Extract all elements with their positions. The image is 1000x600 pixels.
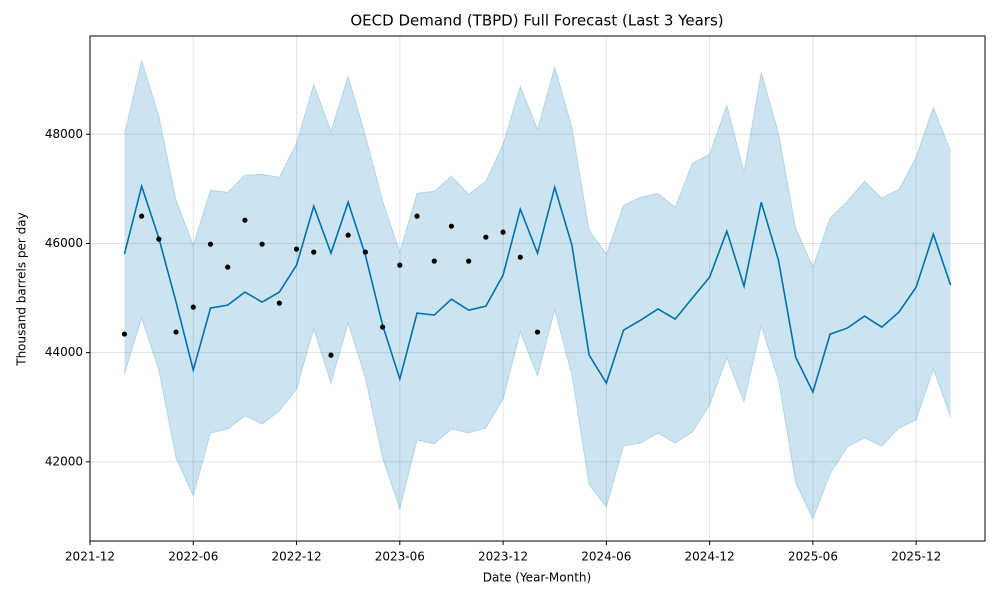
x-tick-label: 2022-12 <box>271 550 321 564</box>
interval-lower <box>123 308 952 521</box>
forecast-line <box>123 183 952 395</box>
actual-point <box>225 264 231 270</box>
actual-point <box>397 262 403 268</box>
y-axis-label: Thousand barrels per day <box>15 212 29 367</box>
actual-point <box>311 249 317 255</box>
actual-point <box>207 241 214 247</box>
actual-point <box>242 217 248 223</box>
x-tick-label: 2025-12 <box>891 550 941 564</box>
actual-point <box>293 246 300 252</box>
y-tick-label: 42000 <box>45 454 83 468</box>
actual-point <box>121 331 128 337</box>
actual-point <box>156 236 162 242</box>
x-tick-label: 2021-12 <box>65 550 115 564</box>
actual-point <box>483 234 489 240</box>
actual-point <box>379 324 386 330</box>
x-tick-label: 2022-06 <box>168 550 218 564</box>
actual-point <box>448 223 455 229</box>
actual-point <box>362 249 368 255</box>
x-tick-label: 2025-06 <box>788 550 838 564</box>
plot-frame <box>89 35 986 542</box>
interval-upper <box>123 58 952 269</box>
actual-point <box>517 254 523 260</box>
x-axis-label: Date (Year-Month) <box>483 571 591 585</box>
actual-point <box>139 213 145 219</box>
chart-title: OECD Demand (TBPD) Full Forecast (Last 3… <box>350 12 723 30</box>
actual-point <box>534 329 541 335</box>
x-tick-label: 2023-06 <box>375 550 425 564</box>
x-tick-label: 2024-12 <box>685 550 735 564</box>
actual-point <box>431 258 437 264</box>
actual-point <box>500 229 506 235</box>
actual-point <box>466 258 472 264</box>
y-tick-label: 44000 <box>45 345 83 359</box>
actual-point <box>173 329 179 335</box>
actual-point <box>328 352 334 358</box>
actual-point <box>414 213 420 219</box>
actual-point <box>276 300 282 306</box>
y-tick-label: 48000 <box>45 127 83 141</box>
actual-point <box>190 304 196 310</box>
x-tick-label: 2023-12 <box>478 550 528 564</box>
forecast-interval <box>124 60 951 519</box>
actual-point <box>345 232 351 238</box>
x-tick-label: 2024-06 <box>581 550 631 564</box>
actual-point <box>259 241 265 247</box>
y-tick-label: 46000 <box>45 236 83 250</box>
